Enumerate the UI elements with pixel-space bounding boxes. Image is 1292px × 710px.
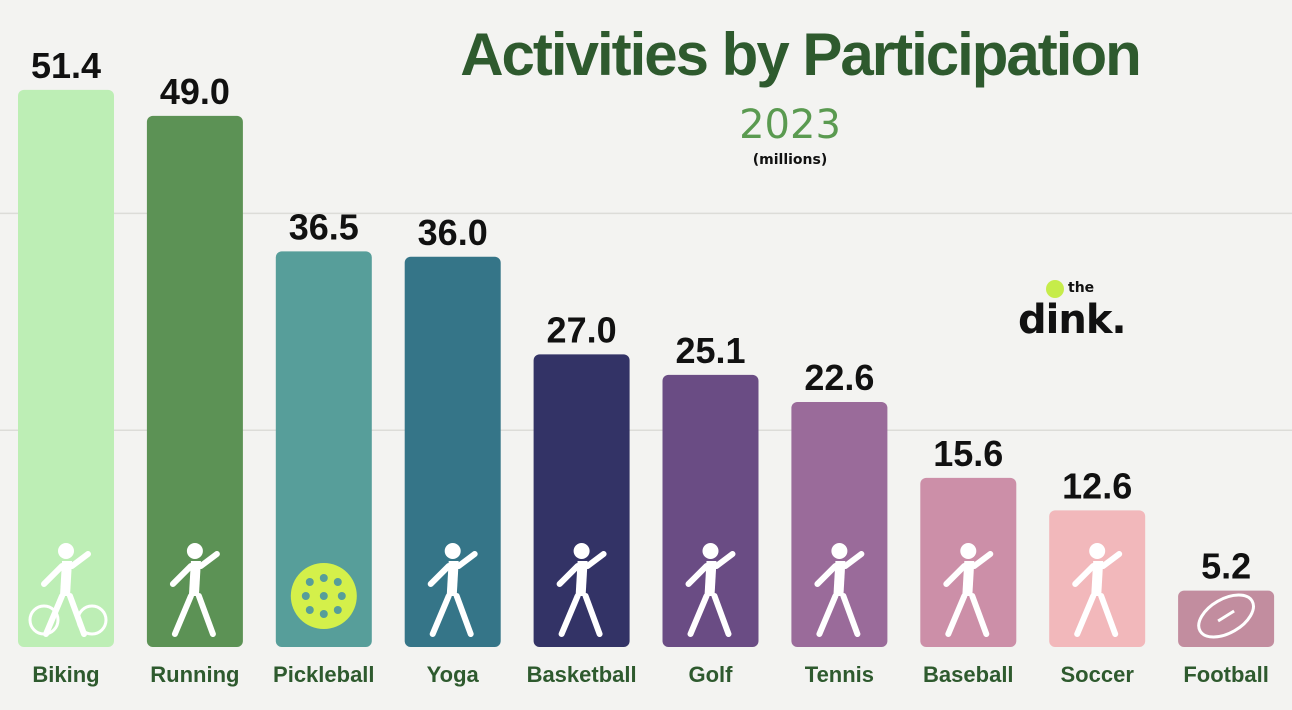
baseball-batter-icon (943, 543, 994, 637)
unit-note: (millions) (752, 152, 828, 168)
figure-limbs (556, 551, 607, 637)
football-lace (1217, 609, 1235, 623)
the-dink-logo: the dink. (1018, 280, 1148, 344)
bar-football (1178, 590, 1275, 647)
pickleball-hole (305, 578, 314, 586)
value-label: 5.2 (1201, 546, 1251, 587)
category-label: Pickleball (273, 662, 375, 687)
figure-body (60, 561, 72, 596)
figure-head (444, 543, 461, 559)
bar-biking (18, 89, 114, 648)
basketball-player-icon (556, 543, 607, 637)
bar-golf (662, 374, 759, 647)
cyclist-icon (28, 543, 108, 637)
category-label: Running (150, 662, 239, 687)
figure-body (575, 561, 588, 596)
chart-subtitle: 2023 (739, 102, 841, 148)
figure-limbs (685, 551, 736, 637)
runner-icon (169, 543, 220, 637)
figure-head (573, 543, 590, 559)
figure-limbs (169, 551, 220, 637)
logo-main-text: dink. (1018, 297, 1127, 343)
pickleball-hole (319, 610, 328, 618)
chart-title: Activities by Participation (460, 21, 1142, 88)
category-label: Tennis (805, 662, 874, 687)
pickleball-hole (337, 592, 346, 600)
category-label: Football (1183, 662, 1269, 687)
pickleball-logo-icon (1046, 280, 1064, 298)
bar-tennis (791, 402, 888, 647)
bar-pickleball (275, 251, 372, 647)
figure-head (186, 543, 203, 559)
pickleball-hole (333, 606, 342, 614)
figure-body (962, 561, 975, 596)
figure-head (702, 543, 719, 559)
figure-head (960, 543, 977, 559)
pickleball-hole (333, 578, 342, 586)
bar-running (146, 115, 243, 648)
bike-wheel (28, 604, 60, 636)
category-label: Baseball (923, 662, 1014, 687)
bike-wheel (76, 604, 108, 636)
pickleball-icon (290, 563, 357, 629)
value-label: 15.6 (933, 433, 1003, 474)
yoga-icon (427, 543, 478, 637)
soccer-player-icon (1072, 543, 1123, 637)
logo-small-text: the (1068, 280, 1095, 296)
value-label: 36.0 (418, 212, 488, 253)
figure-limbs (427, 551, 478, 637)
value-label: 12.6 (1062, 465, 1132, 506)
figure-body (446, 561, 459, 596)
tennis-player-icon (814, 543, 865, 637)
value-label: 36.5 (289, 206, 359, 247)
value-label: 22.6 (804, 357, 874, 398)
figure-head (1089, 543, 1106, 559)
category-label: Yoga (427, 662, 480, 687)
category-label: Basketball (527, 662, 637, 687)
figure-limbs (943, 551, 994, 637)
value-label: 51.4 (31, 45, 101, 86)
pickleball-hole (305, 606, 314, 614)
figure-head (58, 543, 74, 559)
bar-yoga (404, 256, 501, 647)
figure-limbs (1072, 551, 1123, 637)
figure-body (1091, 561, 1104, 596)
football-outline (1197, 593, 1255, 639)
figure-body (188, 561, 201, 596)
figure-body (704, 561, 717, 596)
golfer-icon (685, 543, 736, 637)
pickleball-hole (301, 592, 310, 600)
figure-head (831, 543, 848, 559)
pickleball-hole (319, 574, 328, 582)
value-label: 27.0 (547, 309, 617, 350)
figure-limbs (814, 551, 865, 637)
category-label: Biking (32, 662, 99, 687)
value-label: 49.0 (160, 71, 230, 112)
category-label: Golf (689, 662, 734, 687)
category-label: Soccer (1061, 662, 1135, 687)
figure-limbs (41, 551, 91, 637)
football-icon (1197, 593, 1255, 639)
bar-basketball (533, 354, 630, 647)
pickleball-hole (319, 592, 328, 600)
figure-body (833, 561, 846, 596)
value-label: 25.1 (675, 330, 745, 371)
